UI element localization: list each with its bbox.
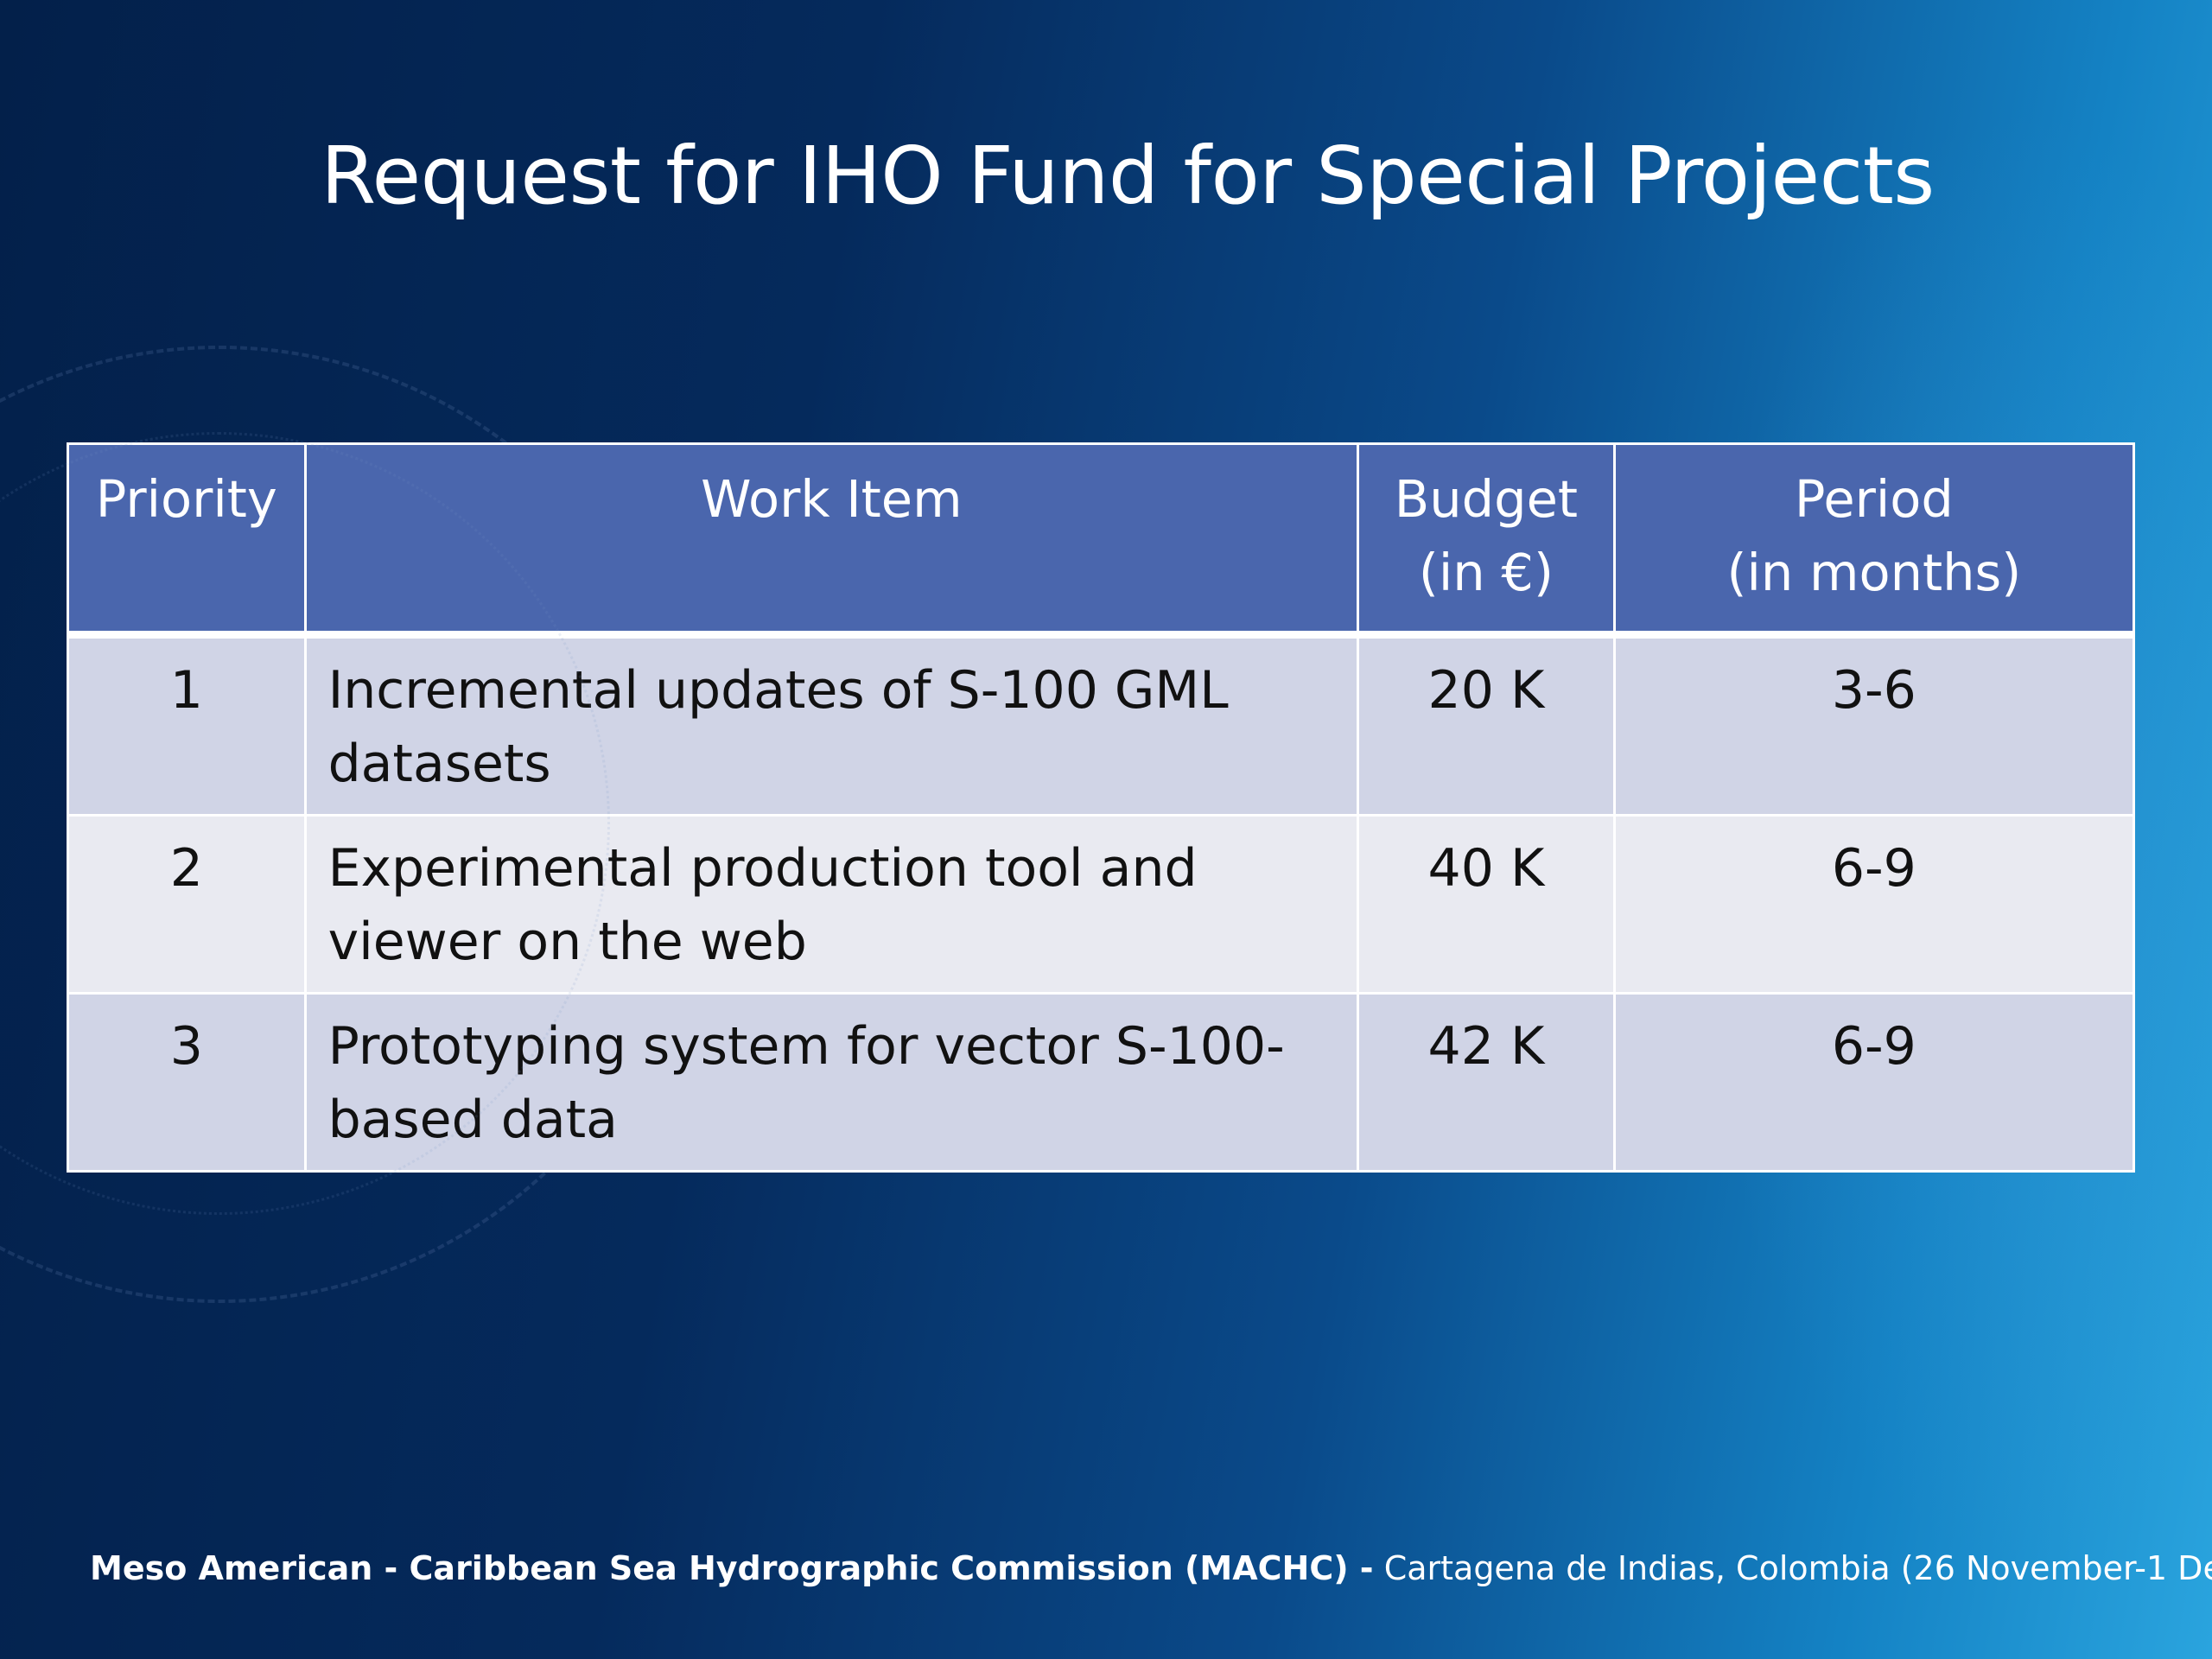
cell-budget: 20 K (1357, 633, 1616, 817)
fund-request-table: Priority Work Item Budget (in €) Period (i… (67, 442, 2136, 1173)
header-period: Period (in months) (1612, 442, 2136, 636)
table-row: 1 Incremental updates of S-100 GML datas… (67, 633, 2136, 817)
cell-priority: 3 (67, 992, 307, 1173)
cell-period: 6-9 (1612, 814, 2136, 995)
slide-title: Request for IHO Fund for Special Project… (321, 130, 1935, 222)
table-row: 3 Prototyping system for vector S-100-ba… (67, 992, 2136, 1173)
footer-commission: Meso American - Caribbean Sea Hydrograph… (90, 1549, 1374, 1587)
header-period-line1: Period (1794, 469, 1954, 529)
header-priority: Priority (67, 442, 307, 636)
cell-priority: 2 (67, 814, 307, 995)
table-row: 2 Experimental production tool and viewe… (67, 814, 2136, 995)
cell-period: 3-6 (1612, 633, 2136, 817)
header-period-line2: (in months) (1726, 543, 2022, 602)
cell-priority: 1 (67, 633, 307, 817)
header-work-item: Work Item (303, 442, 1360, 636)
footer-location: Cartagena de Indias, Colombia (26 Novemb… (1383, 1549, 2212, 1587)
header-budget: Budget (in €) (1357, 442, 1616, 636)
header-budget-line2: (in €) (1418, 543, 1554, 602)
cell-budget: 40 K (1357, 814, 1616, 995)
cell-work-item: Incremental updates of S-100 GML dataset… (303, 633, 1360, 817)
table-header-row: Priority Work Item Budget (in €) Period (i… (67, 442, 2136, 636)
slide-footer: Meso American - Caribbean Sea Hydrograph… (90, 1549, 2212, 1587)
cell-work-item: Experimental production tool and viewer … (303, 814, 1360, 995)
header-budget-line1: Budget (1394, 469, 1579, 529)
cell-period: 6-9 (1612, 992, 2136, 1173)
cell-work-item: Prototyping system for vector S-100-base… (303, 992, 1360, 1173)
cell-budget: 42 K (1357, 992, 1616, 1173)
